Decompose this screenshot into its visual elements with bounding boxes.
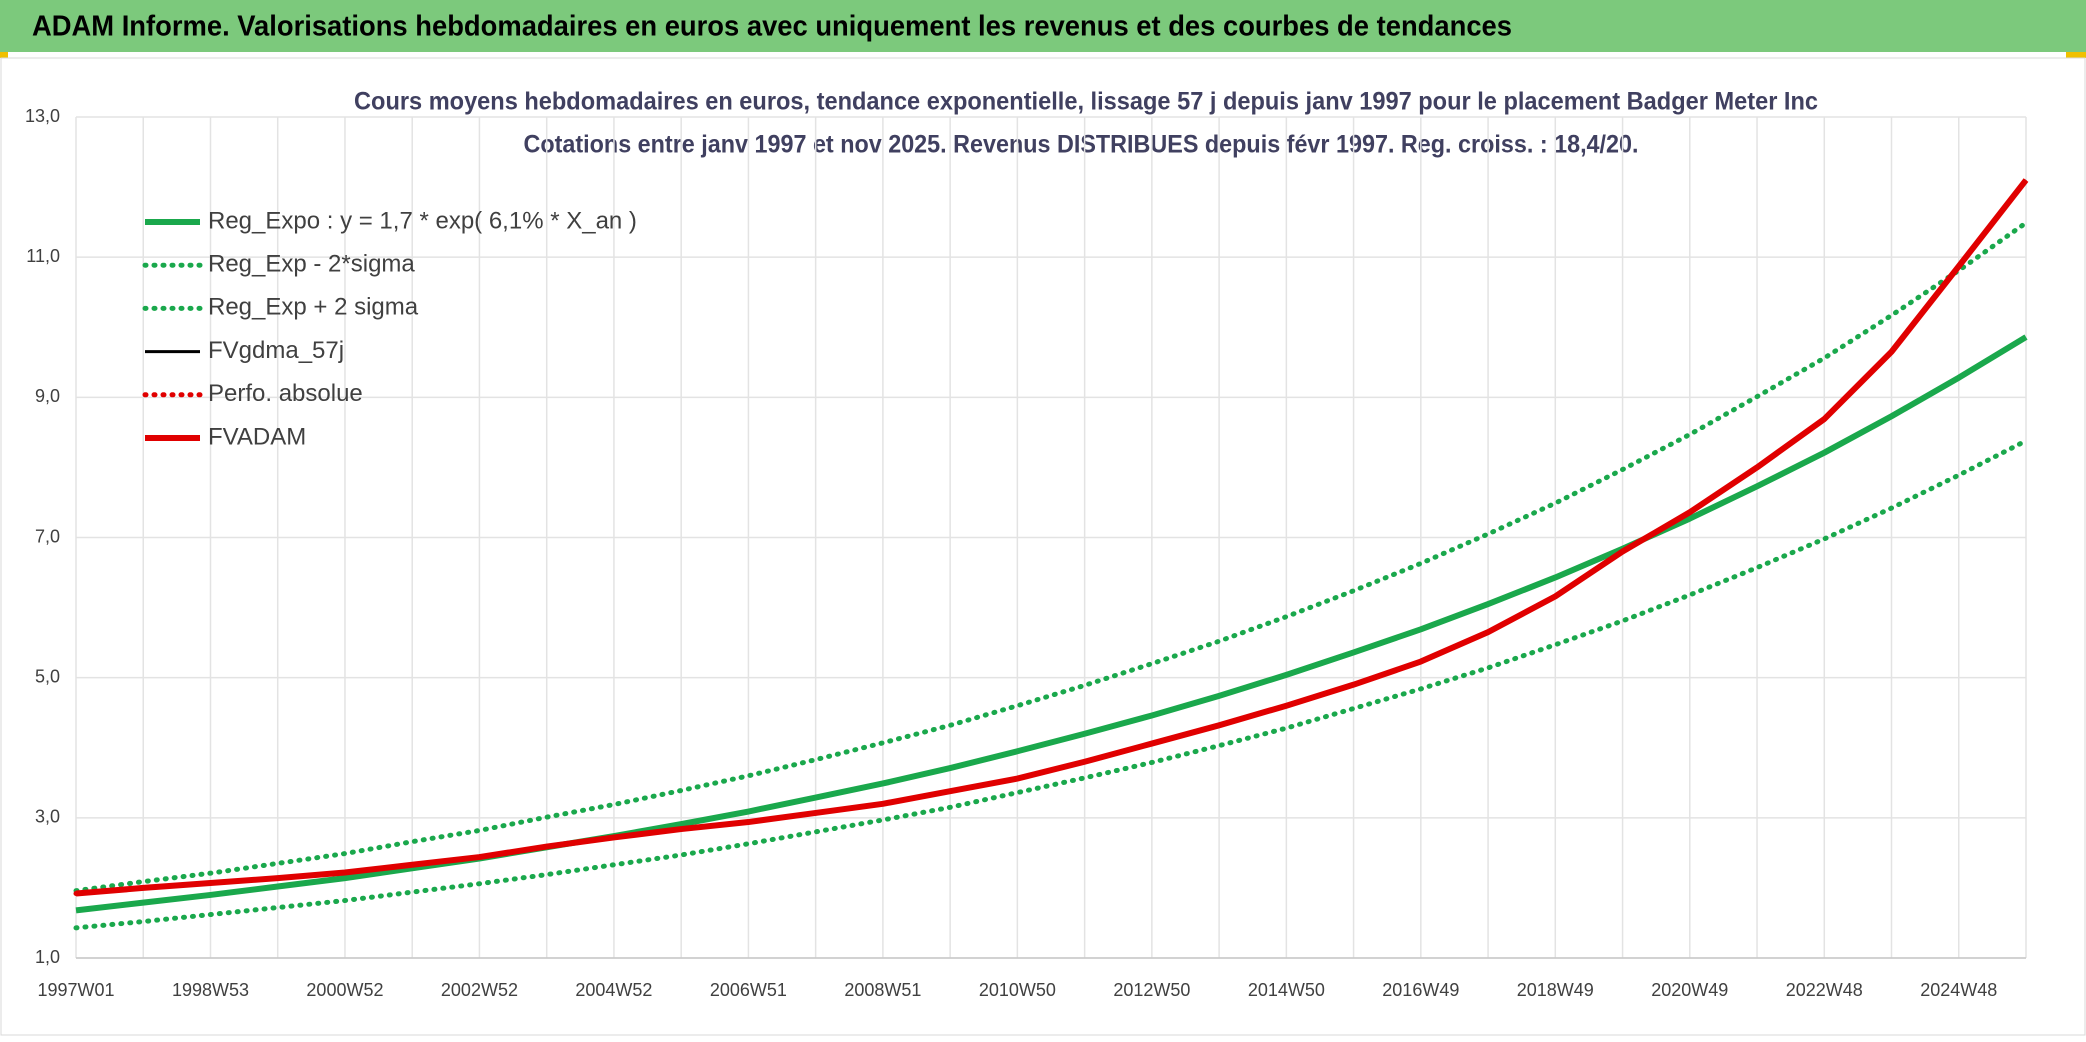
y-tick-label: 3,0	[35, 807, 60, 827]
x-tick-label: 2004W52	[575, 980, 652, 1000]
legend-label: Reg_Exp + 2 sigma	[208, 294, 419, 321]
x-tick-label: 2018W49	[1517, 980, 1594, 1000]
x-tick-label: 2014W50	[1248, 980, 1325, 1000]
legend-label: Reg_Exp - 2*sigma	[208, 251, 415, 278]
x-tick-label: 2022W48	[1786, 980, 1863, 1000]
page-title: ADAM Informe. Valorisations hebdomadaire…	[32, 11, 1512, 43]
legend-label: FVADAM	[208, 423, 306, 450]
y-tick-label: 5,0	[35, 666, 60, 686]
x-tick-label: 1998W53	[172, 980, 249, 1000]
x-tick-label: 2006W51	[710, 980, 787, 1000]
legend-label: Perfo. absolue	[208, 380, 363, 407]
x-tick-label: 2016W49	[1382, 980, 1459, 1000]
series-line	[75, 178, 2029, 897]
x-tick-label: 2012W50	[1113, 980, 1190, 1000]
corner	[2066, 52, 2086, 58]
y-tick-label: 11,0	[26, 246, 60, 266]
corner	[0, 52, 8, 58]
chart-subtitle: Cotations entre janv 1997 et nov 2025. R…	[524, 131, 1639, 159]
y-tick-label: 9,0	[35, 386, 60, 406]
x-tick-label: 2010W50	[979, 980, 1056, 1000]
frame	[0, 57, 2086, 1036]
y-tick-label: 1,0	[35, 947, 60, 967]
series-line	[75, 334, 2028, 914]
legend-label: Reg_Expo : y = 1,7 * exp( 6,1% * X_an )	[208, 207, 637, 234]
series-line	[73, 220, 2029, 894]
x-tick-label: 2020W49	[1651, 980, 1728, 1000]
x-tick-label: 2000W52	[306, 980, 383, 1000]
y-tick-label: 13,0	[25, 106, 60, 126]
x-tick-label: 2002W52	[441, 980, 518, 1000]
x-tick-label: 1997W01	[37, 980, 114, 1000]
x-tick-label: 2008W51	[844, 980, 921, 1000]
y-tick-label: 7,0	[35, 526, 60, 546]
x-tick-label: 2024W48	[1920, 980, 1997, 1000]
legend-label: FVgdma_57j	[208, 337, 344, 364]
series-line	[73, 438, 2029, 931]
chart-title: Cours moyens hebdomadaires en euros, ten…	[354, 88, 1818, 116]
title-bar	[0, 0, 2086, 52]
